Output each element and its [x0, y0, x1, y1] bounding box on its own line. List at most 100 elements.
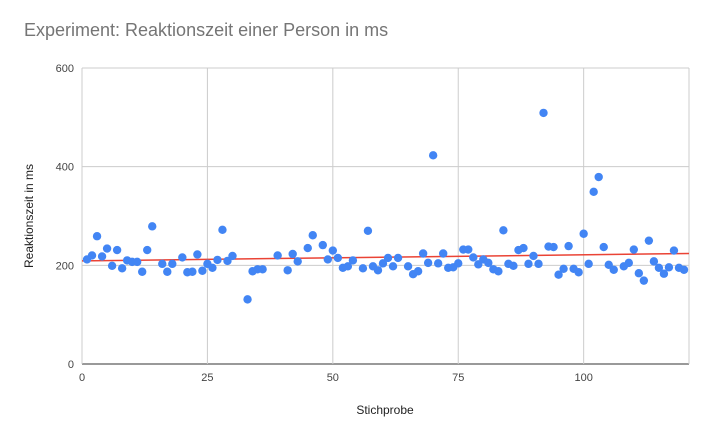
data-point — [634, 269, 644, 278]
data-point — [529, 251, 538, 261]
data-point — [328, 246, 338, 255]
data-point — [564, 241, 573, 251]
data-point — [428, 151, 438, 160]
x-tick-label: 0 — [79, 372, 85, 384]
data-point — [97, 252, 107, 261]
data-point — [333, 253, 343, 263]
data-point — [423, 258, 433, 268]
data-point — [213, 255, 222, 265]
data-point — [143, 245, 152, 255]
data-point — [413, 267, 423, 276]
data-point — [624, 258, 634, 268]
data-point — [609, 265, 618, 274]
grid — [81, 67, 690, 365]
data-point — [629, 245, 639, 254]
data-point — [574, 268, 583, 277]
data-point — [509, 261, 518, 271]
data-point — [168, 259, 177, 269]
data-point — [393, 253, 403, 263]
data-point — [193, 250, 202, 259]
data-point — [669, 246, 679, 255]
data-point — [499, 226, 508, 235]
y-tick-label: 400 — [56, 162, 74, 174]
data-point — [318, 240, 327, 250]
data-point — [373, 266, 383, 275]
data-point — [107, 261, 117, 271]
data-point — [178, 253, 187, 262]
data-point — [589, 187, 598, 197]
data-point — [559, 264, 568, 273]
data-point — [163, 267, 172, 276]
data-point — [438, 249, 448, 258]
data-point — [343, 262, 353, 271]
data-point — [644, 236, 654, 245]
x-tick-label: 25 — [201, 372, 213, 384]
data-point — [258, 265, 267, 274]
data-point — [388, 262, 398, 271]
y-axis-title: Reaktionszeit in ms — [22, 164, 36, 268]
y-axis-ticks: 0 200 400 600 — [56, 63, 74, 371]
data-point — [454, 259, 463, 268]
data-point — [308, 231, 317, 240]
data-point — [484, 258, 493, 268]
data-point — [654, 263, 664, 272]
data-point — [303, 243, 312, 253]
data-point — [218, 225, 227, 235]
data-point — [659, 269, 669, 278]
data-point — [198, 266, 207, 275]
y-tick-label: 600 — [56, 63, 74, 75]
data-point — [519, 243, 528, 253]
data-point — [539, 108, 548, 118]
data-point — [679, 265, 689, 274]
data-point — [132, 257, 142, 267]
data-point — [283, 266, 292, 275]
data-point — [534, 259, 543, 269]
data-point — [188, 267, 197, 276]
data-point — [288, 249, 297, 259]
chart-title: Experiment: Reaktionszeit einer Person i… — [24, 20, 389, 40]
data-point — [599, 242, 608, 252]
data-point — [594, 172, 603, 182]
data-point — [363, 226, 373, 235]
data-point — [549, 242, 558, 252]
data-point — [664, 263, 674, 272]
data-point — [92, 232, 102, 241]
x-axis-ticks: 0 25 50 75 100 — [79, 372, 593, 384]
data-point — [112, 245, 122, 255]
data-point — [403, 262, 413, 271]
data-point — [649, 257, 659, 266]
data-point — [378, 259, 388, 268]
data-point — [579, 229, 588, 238]
data-point — [208, 263, 217, 272]
x-axis-title: Stichprobe — [356, 403, 414, 417]
data-point — [158, 259, 167, 269]
data-point — [273, 251, 282, 260]
data-point — [554, 270, 563, 279]
data-point — [464, 245, 473, 254]
data-point — [137, 267, 147, 276]
data-point — [87, 251, 97, 260]
y-tick-label: 0 — [68, 359, 74, 371]
data-point — [148, 222, 157, 231]
x-tick-label: 75 — [452, 372, 464, 384]
data-point — [243, 295, 252, 304]
data-point — [228, 251, 237, 261]
data-point — [639, 276, 649, 285]
data-point — [102, 244, 112, 253]
y-tick-label: 200 — [56, 260, 74, 272]
data-point — [494, 267, 503, 276]
data-points — [82, 108, 689, 304]
data-point — [323, 255, 333, 264]
data-point — [117, 264, 127, 273]
data-point — [524, 259, 533, 269]
data-point — [358, 264, 368, 273]
data-point — [293, 257, 302, 266]
data-point — [433, 259, 443, 268]
data-point — [584, 259, 593, 269]
data-point — [418, 249, 428, 258]
x-tick-label: 100 — [574, 372, 592, 384]
data-point — [348, 256, 358, 265]
data-point — [469, 253, 478, 262]
